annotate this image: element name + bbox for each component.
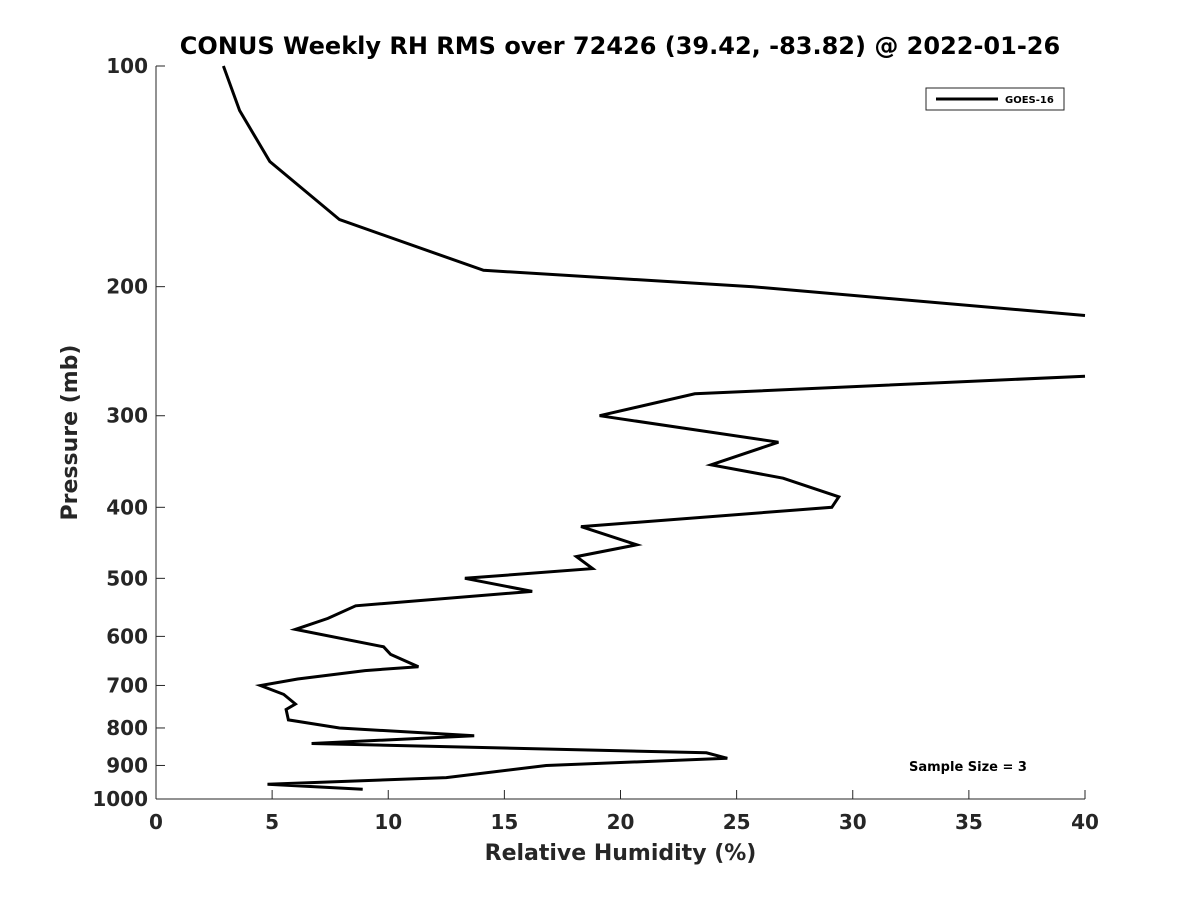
y-tick-label: 1000: [92, 787, 148, 811]
y-tick-label: 900: [106, 753, 148, 777]
legend-entry-goes-16: GOES-16: [1005, 95, 1054, 106]
sample-size-annotation: Sample Size = 3: [909, 760, 1027, 775]
x-tick-label: 25: [723, 810, 751, 834]
x-axis-label: Relative Humidity (%): [485, 841, 757, 866]
x-axis: 0 5 10 15 20 25 30 35 40: [149, 790, 1099, 834]
x-tick-label: 40: [1071, 810, 1099, 834]
y-tick-label: 500: [106, 566, 148, 590]
x-tick-label: 20: [607, 810, 635, 834]
y-tick-label: 100: [106, 54, 148, 78]
series-line-goes-16-segment-2: [254, 374, 1086, 791]
x-tick-label: 0: [149, 810, 163, 834]
y-tick-label: 700: [106, 673, 148, 697]
y-tick-label: 300: [106, 404, 148, 428]
plot-area: [155, 66, 1085, 800]
chart-title: CONUS Weekly RH RMS over 72426 (39.42, -…: [180, 32, 1060, 60]
legend: GOES-16: [925, 87, 1065, 111]
x-tick-label: 15: [490, 810, 518, 834]
series-layer: [221, 65, 1086, 791]
y-tick-label: 800: [106, 716, 148, 740]
y-tick-label: 400: [106, 495, 148, 519]
x-tick-label: 10: [374, 810, 402, 834]
y-tick-label: 200: [106, 275, 148, 299]
x-tick-label: 5: [265, 810, 279, 834]
y-tick-label: 600: [106, 624, 148, 648]
y-axis-label: Pressure (mb): [58, 345, 83, 521]
y-axis: 100 200 300 400 500 600 700 800 900 1000: [92, 54, 165, 811]
x-tick-label: 35: [955, 810, 983, 834]
x-tick-label: 30: [839, 810, 867, 834]
